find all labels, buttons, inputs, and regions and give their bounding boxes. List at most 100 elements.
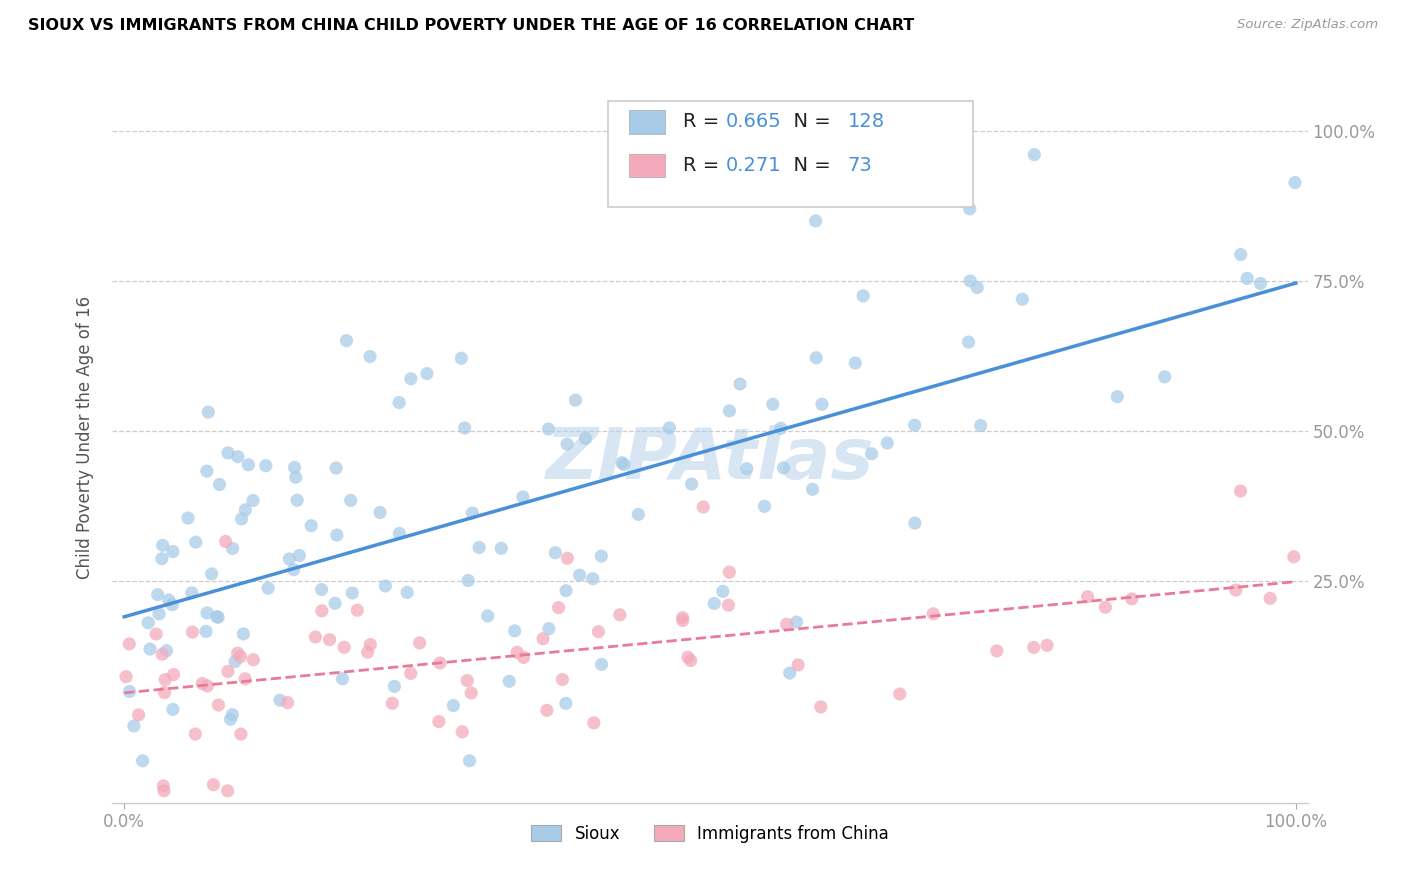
Point bbox=[1022, 640, 1045, 655]
Point bbox=[288, 549, 311, 563]
Point bbox=[1036, 638, 1059, 652]
Point bbox=[754, 184, 776, 198]
Point bbox=[681, 477, 703, 491]
Point bbox=[217, 446, 239, 460]
Point bbox=[786, 615, 808, 629]
Point bbox=[221, 707, 243, 722]
Point bbox=[591, 549, 613, 563]
Point bbox=[876, 436, 898, 450]
Point bbox=[242, 493, 264, 508]
Point bbox=[762, 397, 785, 411]
Point bbox=[844, 356, 866, 370]
Point bbox=[311, 604, 333, 618]
Point bbox=[416, 367, 439, 381]
Point bbox=[128, 707, 150, 722]
Point bbox=[564, 393, 586, 408]
Point bbox=[806, 351, 828, 365]
Y-axis label: Child Poverty Under the Age of 16: Child Poverty Under the Age of 16 bbox=[76, 295, 94, 579]
Point bbox=[613, 458, 636, 472]
Point bbox=[335, 334, 357, 348]
Point bbox=[180, 586, 202, 600]
Point bbox=[1011, 292, 1033, 306]
Point bbox=[152, 538, 174, 552]
Text: 0.665: 0.665 bbox=[725, 112, 782, 131]
Point bbox=[555, 437, 578, 451]
Text: SIOUX VS IMMIGRANTS FROM CHINA CHILD POVERTY UNDER THE AGE OF 16 CORRELATION CHA: SIOUX VS IMMIGRANTS FROM CHINA CHILD POV… bbox=[28, 18, 914, 33]
Point bbox=[1225, 582, 1247, 597]
Point bbox=[254, 458, 277, 473]
Text: 73: 73 bbox=[848, 156, 872, 175]
Point bbox=[408, 636, 430, 650]
Point bbox=[676, 650, 699, 665]
Point bbox=[359, 638, 381, 652]
Point bbox=[184, 727, 207, 741]
Point bbox=[191, 676, 214, 690]
Point bbox=[146, 588, 169, 602]
Point bbox=[427, 714, 450, 729]
Point bbox=[207, 610, 229, 624]
Point bbox=[257, 581, 280, 595]
Point bbox=[150, 647, 173, 661]
Point bbox=[388, 526, 411, 541]
Point bbox=[959, 274, 981, 288]
Point bbox=[226, 646, 249, 660]
Point bbox=[547, 600, 569, 615]
Point bbox=[242, 653, 264, 667]
Text: N =: N = bbox=[780, 112, 837, 131]
Point bbox=[457, 574, 479, 588]
Point bbox=[498, 674, 520, 689]
Point bbox=[512, 650, 534, 665]
Point bbox=[554, 697, 576, 711]
Point bbox=[986, 644, 1008, 658]
Point bbox=[456, 673, 478, 688]
Point bbox=[388, 395, 411, 409]
Point bbox=[591, 657, 613, 672]
Point bbox=[205, 609, 228, 624]
Point bbox=[150, 551, 173, 566]
Point bbox=[374, 579, 396, 593]
Point bbox=[536, 703, 558, 717]
Point bbox=[148, 607, 170, 621]
Point bbox=[197, 405, 219, 419]
Point bbox=[162, 702, 184, 716]
Point bbox=[735, 461, 758, 475]
Point bbox=[157, 593, 180, 607]
Point bbox=[311, 582, 333, 597]
Point bbox=[342, 586, 364, 600]
Point bbox=[711, 584, 734, 599]
Point bbox=[582, 572, 605, 586]
Point bbox=[477, 608, 499, 623]
Point bbox=[1236, 271, 1258, 285]
Point bbox=[537, 622, 560, 636]
Point bbox=[283, 460, 305, 475]
Point bbox=[450, 351, 472, 366]
Point bbox=[283, 563, 305, 577]
Point bbox=[1121, 591, 1143, 606]
Point bbox=[201, 566, 224, 581]
Point bbox=[957, 334, 980, 349]
Point bbox=[155, 644, 177, 658]
Point bbox=[609, 607, 631, 622]
Point bbox=[184, 535, 207, 549]
Point bbox=[221, 541, 243, 556]
Point bbox=[152, 779, 174, 793]
Point bbox=[658, 421, 681, 435]
Point bbox=[1250, 277, 1272, 291]
Point bbox=[145, 627, 167, 641]
Point bbox=[384, 679, 406, 693]
Point bbox=[672, 614, 695, 628]
Point bbox=[153, 685, 176, 699]
Point bbox=[461, 506, 484, 520]
Point bbox=[627, 508, 650, 522]
Point bbox=[1024, 147, 1046, 161]
Point bbox=[233, 672, 256, 686]
Point bbox=[904, 516, 927, 530]
Point bbox=[207, 698, 229, 712]
Point bbox=[568, 568, 591, 582]
Point bbox=[399, 372, 422, 386]
Point bbox=[557, 551, 579, 566]
Bar bbox=[628, 154, 665, 178]
Point bbox=[399, 666, 422, 681]
Point bbox=[610, 456, 633, 470]
Point bbox=[574, 431, 596, 445]
